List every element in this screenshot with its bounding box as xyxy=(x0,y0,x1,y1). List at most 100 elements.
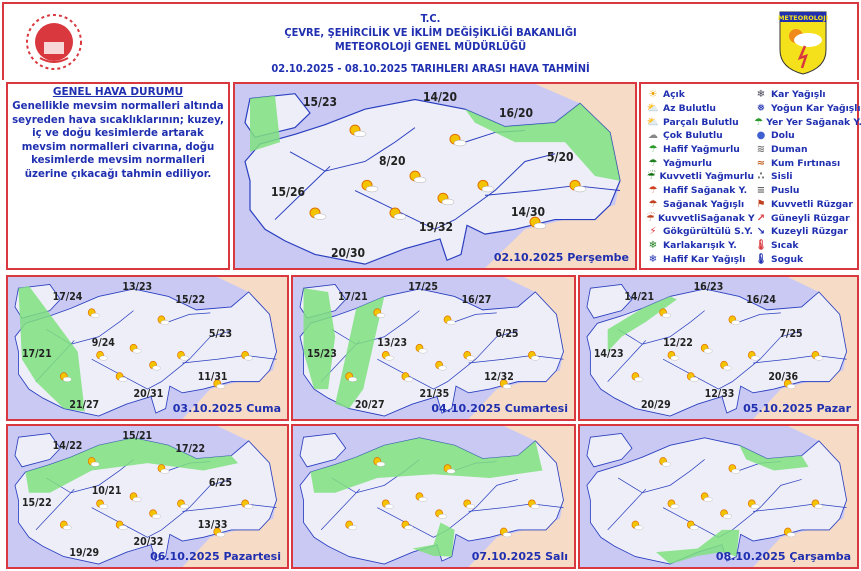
sun-icon xyxy=(667,350,680,361)
temperature-label: 21/35 xyxy=(419,387,450,400)
sun-icon xyxy=(415,343,428,354)
legend-label: Çok Bulutlu xyxy=(663,130,723,142)
sun-icon xyxy=(349,124,367,138)
haze-icon: ≡ xyxy=(756,185,766,197)
hot-icon: 🌡 xyxy=(754,239,768,251)
sun-icon xyxy=(129,343,142,354)
legend-label: Puslu xyxy=(771,185,800,197)
temperature-label: 17/21 xyxy=(21,348,52,360)
few-clouds-icon: ⛅ xyxy=(646,103,660,115)
sun-icon xyxy=(449,133,467,147)
rain-area xyxy=(25,437,239,493)
legend-item: ⚡ Gökgürültülü S.Y. xyxy=(646,225,754,239)
temperature-label: 13/33 xyxy=(197,519,228,532)
sun-icon xyxy=(87,308,100,318)
forecast-map-day-4: 14/21 16/23 16/24 12/22 7/25 14/23 20/36 12/33 2… xyxy=(578,275,859,421)
legend-item: ❅ Yoğun Kar Yağışlı xyxy=(754,102,861,116)
legend-item: ↗ Güneyli Rüzgar xyxy=(754,211,861,225)
sun-icon xyxy=(59,520,72,531)
legend-item: ≡ Puslu xyxy=(754,184,861,198)
sun-icon xyxy=(345,372,358,382)
legend-item: ☂ Yer Yer Sağanak Y. xyxy=(754,115,861,129)
sun-icon xyxy=(96,350,108,361)
sun-icon xyxy=(345,520,358,531)
sun-icon xyxy=(435,360,448,371)
temperature-label: 20/32 xyxy=(133,535,164,548)
temperature-label: 17/25 xyxy=(408,281,438,294)
sun-icon xyxy=(747,499,760,509)
sun-icon xyxy=(499,379,512,389)
rain-icon: ☂ xyxy=(648,157,658,169)
legend-item: ☂ Sağanak Yağışlı xyxy=(646,198,754,212)
thunderstorm-icon: ⚡ xyxy=(649,226,657,238)
legend-item: ↘ Kuzeyli Rüzgar xyxy=(754,225,861,239)
legend-item: ∴ Sisli xyxy=(754,170,861,184)
heavy-rain-icon: ☔ xyxy=(646,171,656,183)
sun-icon xyxy=(686,372,699,382)
legend-item: ☂ Yağmurlu xyxy=(646,156,754,170)
temperature-label: 12/22 xyxy=(663,336,693,349)
forecast-map-day-7: 08.10.2025 Çarşamba xyxy=(578,424,859,569)
legend-label: Gökgürültülü S.Y. xyxy=(663,226,753,238)
sleet-icon: ❄ xyxy=(648,239,658,251)
heavy-shower-icon: ☔ xyxy=(646,212,655,224)
partly-cloudy-icon: ⛅ xyxy=(646,116,660,128)
sun-icon xyxy=(667,499,680,509)
legend-item: ● Dolu xyxy=(754,129,861,143)
sun-icon xyxy=(686,520,699,531)
smoke-icon: ≋ xyxy=(756,144,766,156)
legend-label: Kuvvetli Yağmurlu xyxy=(659,171,754,183)
sun-icon xyxy=(631,520,644,531)
sun-icon xyxy=(381,499,394,509)
legend-label: Sisli xyxy=(771,171,793,183)
turkey-map xyxy=(586,426,857,567)
temperature-label: 19/32 xyxy=(419,220,453,235)
local-shower-icon: ☂ xyxy=(754,116,764,128)
sun-icon xyxy=(415,492,428,502)
sun-icon xyxy=(811,350,824,361)
forecast-map-day-5: 14/22 15/21 17/22 10/21 6/25 15/22 13/33 20/32 1… xyxy=(6,424,289,569)
temperature-label: 6/25 xyxy=(208,476,233,489)
temperature-label: 16/23 xyxy=(693,281,724,294)
temperature-label: 13/23 xyxy=(122,281,153,294)
turkey-map xyxy=(586,277,857,419)
legend-label: Güneyli Rüzgar xyxy=(771,212,850,224)
legend-item: ≈ Kum Fırtınası xyxy=(754,156,861,170)
header-ministry: ÇEVRE, ŞEHİRCİLİK VE İKLİM DEĞİŞİKLİĞİ B… xyxy=(284,26,577,39)
sun-icon xyxy=(389,207,407,220)
sun-icon xyxy=(527,499,540,509)
rain-area xyxy=(656,529,740,565)
temperature-label: 17/21 xyxy=(337,291,368,304)
general-weather-title: GENEL HAVA DURUMU xyxy=(52,86,184,98)
temperature-label: 12/32 xyxy=(484,370,514,383)
south-wind-icon: ↗ xyxy=(756,212,766,224)
sun-icon xyxy=(747,350,760,361)
legend-label: Sağanak Yağışlı xyxy=(663,198,745,210)
sun-icon xyxy=(361,179,379,193)
legend-label: Yoğun Kar Yağışlı xyxy=(771,103,861,115)
sun-icon xyxy=(477,179,495,193)
legend-item: ❄ Hafif Kar Yağışlı xyxy=(646,252,754,266)
legend-label: Dolu xyxy=(771,130,795,142)
turkey-map xyxy=(14,277,287,419)
temperature-label: 15/22 xyxy=(21,496,52,509)
rain-area xyxy=(310,437,543,493)
header-date-range: 02.10.2025 - 08.10.2025 TARIHLERI ARASI … xyxy=(271,62,590,75)
turkey-map xyxy=(299,426,574,567)
sun-icon xyxy=(443,464,456,474)
temperature-label: 15/22 xyxy=(175,294,206,307)
legend-label: Hafif Sağanak Y. xyxy=(663,185,748,197)
temperature-label: 19/29 xyxy=(69,547,100,560)
forecast-map-day-2: 17/24 13/23 15/22 9/24 5/23 17/21 11/31 20/31 21… xyxy=(6,275,289,421)
map-date: 03.10.2025 Cuma xyxy=(172,402,281,415)
sun-icon xyxy=(437,192,455,206)
sun-icon xyxy=(529,216,547,230)
legend-label: KuvvetliSağanak Y xyxy=(657,212,755,224)
temperature-label: 14/20 xyxy=(423,89,457,104)
sun-icon xyxy=(527,350,540,361)
sun-icon xyxy=(728,315,741,326)
sun-icon xyxy=(213,527,226,538)
temperature-label: 20/31 xyxy=(133,387,164,400)
forecast-map-day-3: 17/21 17/25 16/27 13/23 6/25 15/23 12/32 21/35 2… xyxy=(291,275,576,421)
temperature-label: 20/29 xyxy=(640,399,671,412)
